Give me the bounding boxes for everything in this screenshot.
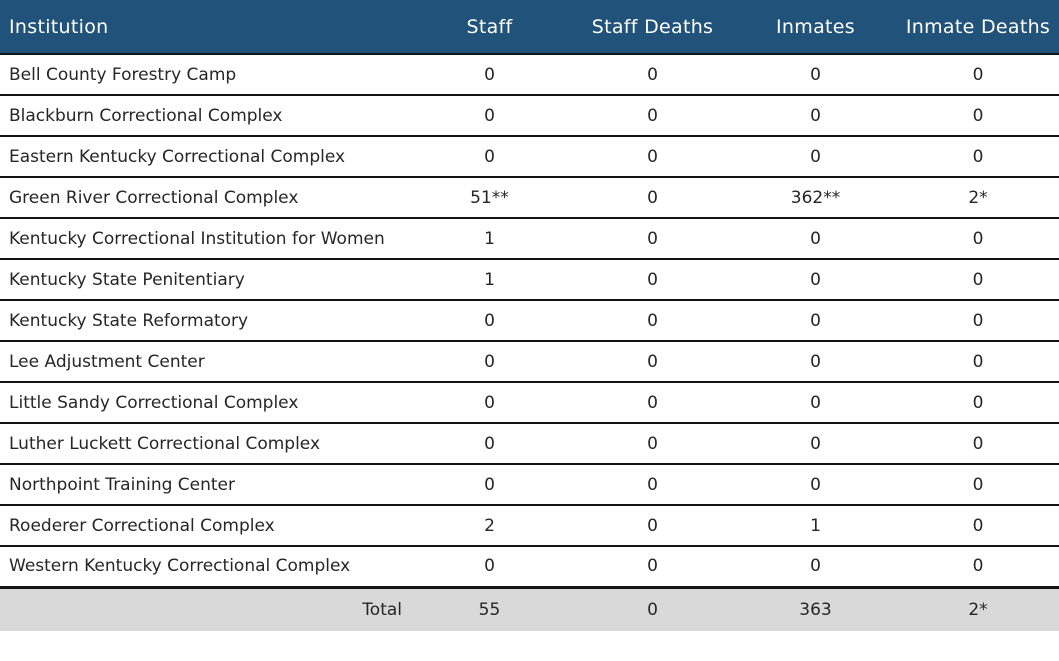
value-cell: 0 xyxy=(734,341,897,383)
table-row: Eastern Kentucky Correctional Complex 0 0 0… xyxy=(0,136,1059,178)
table-footer: Total 55 0 363 2* xyxy=(0,587,1059,631)
value-cell: 0 xyxy=(897,505,1059,547)
value-cell: 0 xyxy=(734,423,897,465)
total-inmates-value: 363 xyxy=(734,587,897,631)
column-header-inmate-deaths: Inmate Deaths xyxy=(897,0,1059,55)
value-cell: 51** xyxy=(408,177,571,219)
value-cell: 0 xyxy=(897,218,1059,260)
value-cell: 0 xyxy=(408,423,571,465)
table-row: Lee Adjustment Center 0 0 0 0 xyxy=(0,341,1059,383)
value-cell: 0 xyxy=(897,382,1059,424)
value-cell: 0 xyxy=(571,95,734,137)
value-cell: 0 xyxy=(734,300,897,342)
value-cell: 0 xyxy=(408,546,571,589)
institution-cell: Northpoint Training Center xyxy=(0,464,408,506)
value-cell: 0 xyxy=(897,136,1059,178)
value-cell: 0 xyxy=(734,136,897,178)
value-cell: 0 xyxy=(734,259,897,301)
institution-cell: Bell County Forestry Camp xyxy=(0,54,408,96)
value-cell: 0 xyxy=(734,95,897,137)
table-row: Luther Luckett Correctional Complex 0 0 0 0 xyxy=(0,423,1059,465)
column-header-institution: Institution xyxy=(0,0,408,55)
value-cell: 0 xyxy=(897,341,1059,383)
value-cell: 0 xyxy=(734,546,897,589)
institutions-table: Institution Staff Staff Deaths Inmates I… xyxy=(0,0,1059,631)
value-cell: 0 xyxy=(571,54,734,96)
institution-cell: Eastern Kentucky Correctional Complex xyxy=(0,136,408,178)
table-row: Green River Correctional Complex 51** 0 362… xyxy=(0,177,1059,219)
value-cell: 362** xyxy=(734,177,897,219)
value-cell: 1 xyxy=(408,259,571,301)
table-row: Kentucky State Penitentiary 1 0 0 0 xyxy=(0,259,1059,301)
value-cell: 0 xyxy=(897,54,1059,96)
table-row: Northpoint Training Center 0 0 0 0 xyxy=(0,464,1059,506)
value-cell: 0 xyxy=(897,300,1059,342)
value-cell: 0 xyxy=(571,136,734,178)
value-cell: 0 xyxy=(571,341,734,383)
value-cell: 0 xyxy=(897,546,1059,589)
table-row: Little Sandy Correctional Complex 0 0 0 0 xyxy=(0,382,1059,424)
table-row: Kentucky Correctional Institution for Wo… xyxy=(0,218,1059,260)
institution-cell: Green River Correctional Complex xyxy=(0,177,408,219)
total-staff-value: 55 xyxy=(408,587,571,631)
table-header: Institution Staff Staff Deaths Inmates I… xyxy=(0,0,1059,55)
table-row: Roederer Correctional Complex 2 0 1 0 xyxy=(0,505,1059,547)
institution-cell: Roederer Correctional Complex xyxy=(0,505,408,547)
value-cell: 0 xyxy=(897,259,1059,301)
institution-cell: Kentucky State Penitentiary xyxy=(0,259,408,301)
column-header-staff: Staff xyxy=(408,0,571,55)
institution-cell: Kentucky Correctional Institution for Wo… xyxy=(0,218,408,260)
column-header-inmates: Inmates xyxy=(734,0,897,55)
table-row: Bell County Forestry Camp 0 0 0 0 xyxy=(0,54,1059,96)
total-staff-deaths-value: 0 xyxy=(571,587,734,631)
total-inmate-deaths-value: 2* xyxy=(897,587,1059,631)
value-cell: 2 xyxy=(408,505,571,547)
value-cell: 0 xyxy=(408,382,571,424)
value-cell: 0 xyxy=(734,382,897,424)
column-header-staff-deaths: Staff Deaths xyxy=(571,0,734,55)
value-cell: 0 xyxy=(734,218,897,260)
value-cell: 0 xyxy=(408,136,571,178)
table-row: Blackburn Correctional Complex 0 0 0 0 xyxy=(0,95,1059,137)
value-cell: 0 xyxy=(408,300,571,342)
value-cell: 0 xyxy=(571,382,734,424)
value-cell: 0 xyxy=(571,464,734,506)
total-row: Total 55 0 363 2* xyxy=(0,587,1059,631)
value-cell: 0 xyxy=(408,95,571,137)
value-cell: 0 xyxy=(734,464,897,506)
value-cell: 1 xyxy=(408,218,571,260)
value-cell: 1 xyxy=(734,505,897,547)
total-label: Total xyxy=(0,587,408,631)
value-cell: 0 xyxy=(571,300,734,342)
table-row: Kentucky State Reformatory 0 0 0 0 xyxy=(0,300,1059,342)
institution-cell: Little Sandy Correctional Complex xyxy=(0,382,408,424)
institution-cell: Western Kentucky Correctional Complex xyxy=(0,546,408,589)
value-cell: 0 xyxy=(408,54,571,96)
value-cell: 0 xyxy=(571,505,734,547)
value-cell: 0 xyxy=(897,95,1059,137)
value-cell: 0 xyxy=(571,423,734,465)
value-cell: 0 xyxy=(408,341,571,383)
header-row: Institution Staff Staff Deaths Inmates I… xyxy=(0,0,1059,55)
value-cell: 0 xyxy=(897,464,1059,506)
institution-cell: Luther Luckett Correctional Complex xyxy=(0,423,408,465)
value-cell: 0 xyxy=(408,464,571,506)
value-cell: 0 xyxy=(571,177,734,219)
value-cell: 0 xyxy=(571,546,734,589)
institution-cell: Lee Adjustment Center xyxy=(0,341,408,383)
value-cell: 0 xyxy=(571,259,734,301)
value-cell: 2* xyxy=(897,177,1059,219)
table-body: Bell County Forestry Camp 0 0 0 0 Blackburn C… xyxy=(0,54,1059,589)
value-cell: 0 xyxy=(897,423,1059,465)
institution-cell: Kentucky State Reformatory xyxy=(0,300,408,342)
value-cell: 0 xyxy=(734,54,897,96)
institution-cell: Blackburn Correctional Complex xyxy=(0,95,408,137)
value-cell: 0 xyxy=(571,218,734,260)
table-row: Western Kentucky Correctional Complex 0 0 0… xyxy=(0,546,1059,589)
